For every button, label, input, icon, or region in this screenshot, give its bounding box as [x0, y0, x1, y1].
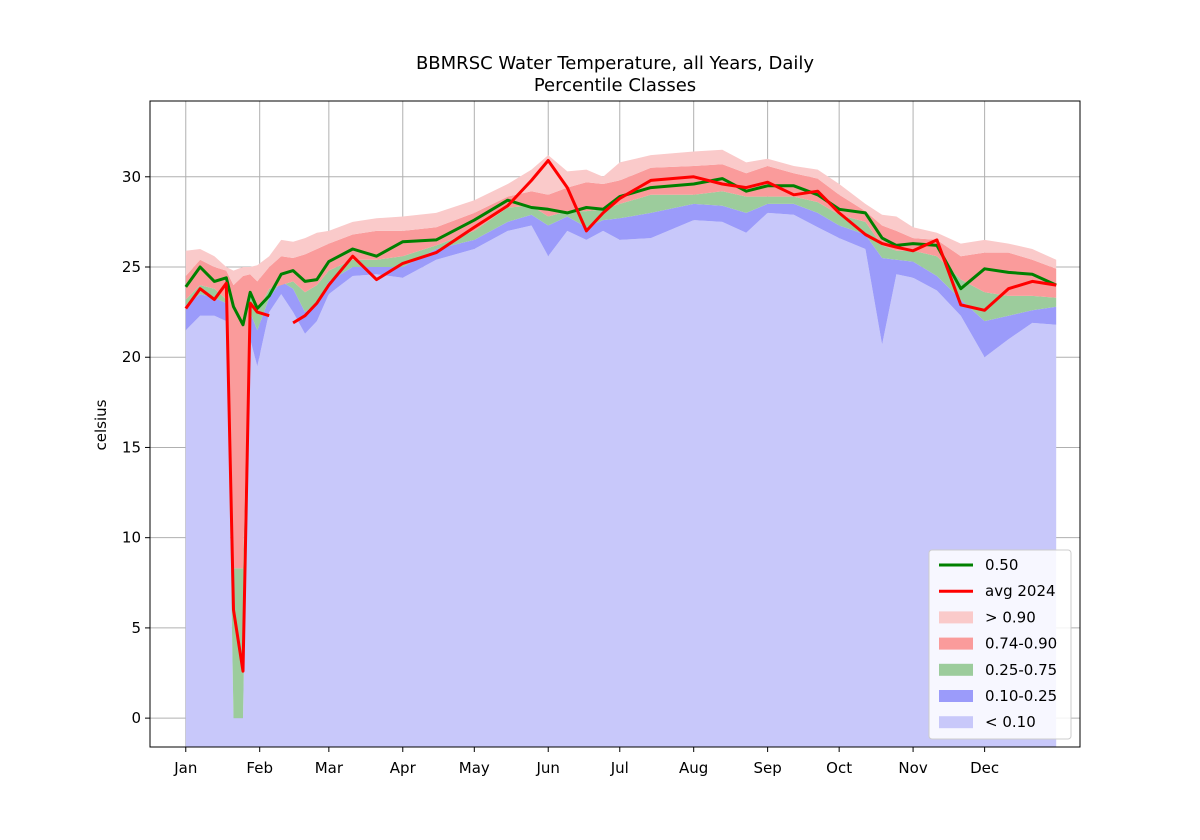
plot-frame	[149, 100, 1081, 748]
legend-label: avg 2024	[985, 582, 1056, 600]
y-tick-label: 10	[122, 529, 141, 547]
band-> 0.90	[185, 149, 1057, 286]
legend-swatch-patch	[939, 611, 973, 624]
x-tick-label: Nov	[898, 759, 927, 777]
y-tick-label: 20	[122, 348, 141, 366]
legend-swatch-patch	[939, 690, 973, 702]
x-tick-label: Mar	[315, 759, 344, 777]
legend-label: 0.10-0.25	[985, 687, 1057, 705]
x-tick-label: Dec	[970, 759, 999, 777]
series-line-avg 2024	[184, 159, 1057, 673]
legend-label: 0.50	[985, 556, 1018, 574]
chart-title: BBMRSC Water Temperature, all Years, Dai…	[416, 53, 814, 74]
legend-label: 0.25-0.75	[985, 661, 1057, 679]
series-lines	[184, 159, 1057, 673]
series-line-0.50	[184, 177, 1057, 327]
legend-label: > 0.90	[985, 608, 1036, 626]
y-axis-label: celsius	[92, 399, 110, 450]
x-tick-label: Jan	[173, 759, 197, 777]
chart-subtitle: Percentile Classes	[534, 75, 696, 96]
y-tick-label: 15	[122, 438, 141, 456]
axis-ticks: Jan Feb Mar Apr May Jun Jul Aug Sep Oct Nov Dec 0 5 10…	[122, 168, 999, 777]
percentile-bands	[185, 149, 1057, 747]
y-tick-label: 30	[122, 168, 141, 186]
y-tick-label: 25	[122, 258, 141, 276]
legend-label: < 0.10	[985, 713, 1036, 731]
legend-swatch-patch	[939, 716, 973, 729]
x-tick-label: Sep	[753, 759, 781, 777]
x-tick-label: Jul	[610, 759, 629, 777]
band-< 0.10	[185, 212, 1057, 747]
x-tick-label: Jun	[536, 759, 560, 777]
x-tick-label: Apr	[390, 759, 417, 777]
y-tick-label: 0	[131, 709, 141, 727]
legend-swatch-patch	[939, 637, 973, 650]
x-tick-label: Oct	[826, 759, 852, 777]
y-tick-label: 5	[131, 619, 141, 637]
x-tick-label: May	[459, 759, 490, 777]
x-tick-label: Aug	[679, 759, 708, 777]
legend: 0.50 avg 2024 > 0.90 0.74-0.90 0.25-0.75 0.10…	[928, 549, 1072, 740]
legend-swatch-patch	[939, 663, 973, 676]
legend-label: 0.74-0.90	[985, 635, 1057, 653]
x-tick-label: Feb	[246, 759, 273, 777]
